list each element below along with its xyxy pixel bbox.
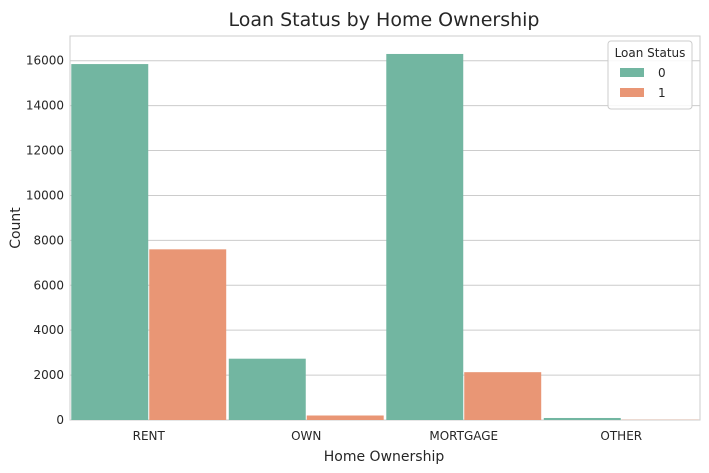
y-tick-label: 14000 [26,99,64,113]
legend-title: Loan Status [615,46,686,60]
legend-label-0: 0 [658,66,666,80]
bars [71,53,699,421]
y-tick-label: 12000 [26,144,64,158]
bar-other-status-0 [543,417,621,420]
x-axis-label: Home Ownership [324,449,445,465]
bar-rent-status-0 [71,64,149,420]
y-tick-label: 16000 [26,54,64,68]
x-tick-labels: RENT OWN MORTGAGE OTHER [133,429,642,443]
y-tick-labels: 0 2000 4000 6000 8000 10000 12000 14000 16000 [26,54,64,427]
bar-own-status-1 [306,415,384,420]
x-tick-label: RENT [133,429,166,443]
bar-mortgage-status-0 [386,53,464,421]
y-tick-label: 6000 [33,278,64,292]
y-axis-label: Count [8,207,24,249]
y-tick-label: 8000 [33,233,64,247]
y-tick-label: 0 [56,413,64,427]
legend-swatch-1 [620,88,644,97]
x-tick-label: OWN [291,429,321,443]
chart-title: Loan Status by Home Ownership [229,9,540,31]
y-tick-label: 10000 [26,188,64,202]
x-tick-label: OTHER [600,429,642,443]
y-tick-label: 2000 [33,368,64,382]
bar-own-status-0 [228,358,306,420]
bar-rent-status-1 [149,249,227,420]
x-tick-label: MORTGAGE [429,429,498,443]
legend-swatch-0 [620,68,644,77]
legend: Loan Status 0 1 [607,40,693,110]
bar-mortgage-status-1 [464,372,542,420]
y-tick-label: 4000 [33,323,64,337]
legend-label-1: 1 [658,86,666,100]
